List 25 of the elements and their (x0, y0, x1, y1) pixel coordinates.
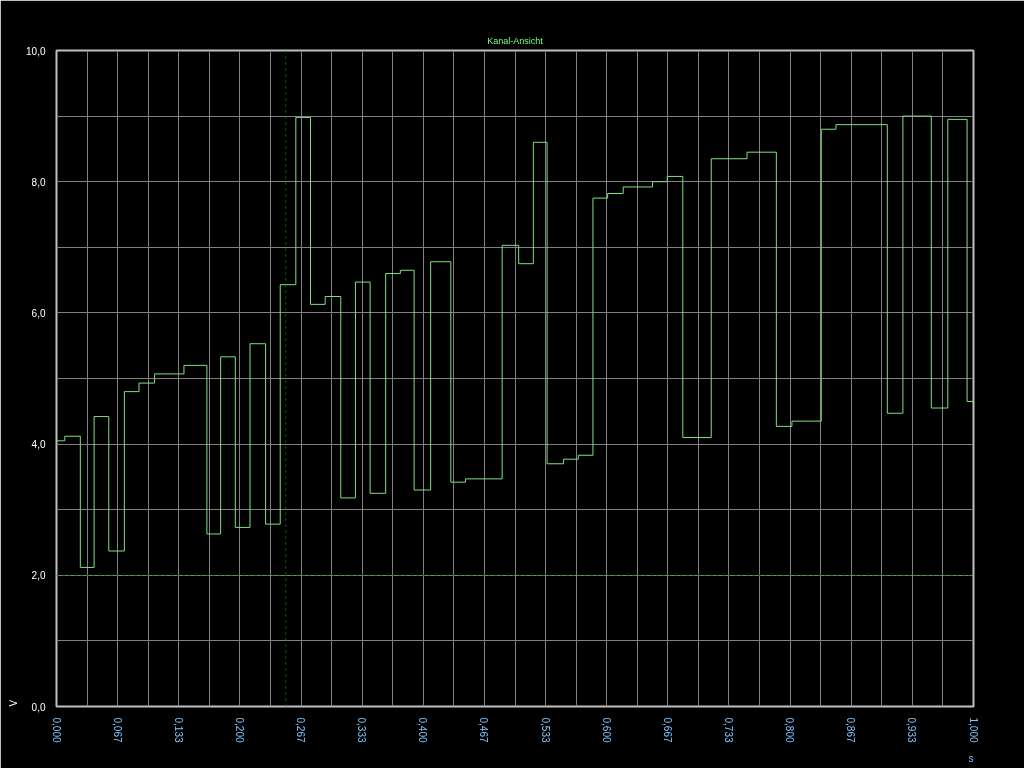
x-tick-label: 0,333 (356, 717, 368, 743)
x-axis-title: s (968, 752, 974, 764)
y-tick-label: 2,0 (31, 570, 46, 582)
x-tick-label: 0,933 (906, 717, 918, 743)
chart-title: Kanal-Ansicht (487, 35, 544, 46)
y-tick-label: 6,0 (31, 307, 46, 319)
x-tick-label: 1,000 (967, 717, 979, 743)
x-tick-label: 0,067 (111, 717, 123, 743)
x-tick-label: 0,533 (539, 717, 551, 743)
x-tick-label: 0,600 (600, 717, 612, 743)
x-tick-label: 0,467 (478, 717, 490, 743)
x-tick-label: 0,133 (172, 717, 184, 743)
x-tick-label: 0,000 (50, 717, 62, 743)
x-tick-label: 0,200 (233, 717, 245, 743)
y-axis-title: V (7, 699, 19, 707)
x-tick-label: 0,667 (661, 717, 673, 743)
y-tick-label: 0,0 (31, 701, 46, 713)
x-tick-label: 0,400 (417, 717, 429, 743)
x-tick-label: 0,733 (722, 717, 734, 743)
y-tick-label: 8,0 (31, 176, 46, 188)
y-tick-label: 10,0 (26, 45, 46, 57)
x-tick-label: 0,867 (845, 717, 857, 743)
y-tick-label: 4,0 (31, 439, 46, 451)
x-tick-label: 0,267 (295, 717, 307, 743)
x-tick-label: 0,800 (784, 717, 796, 743)
